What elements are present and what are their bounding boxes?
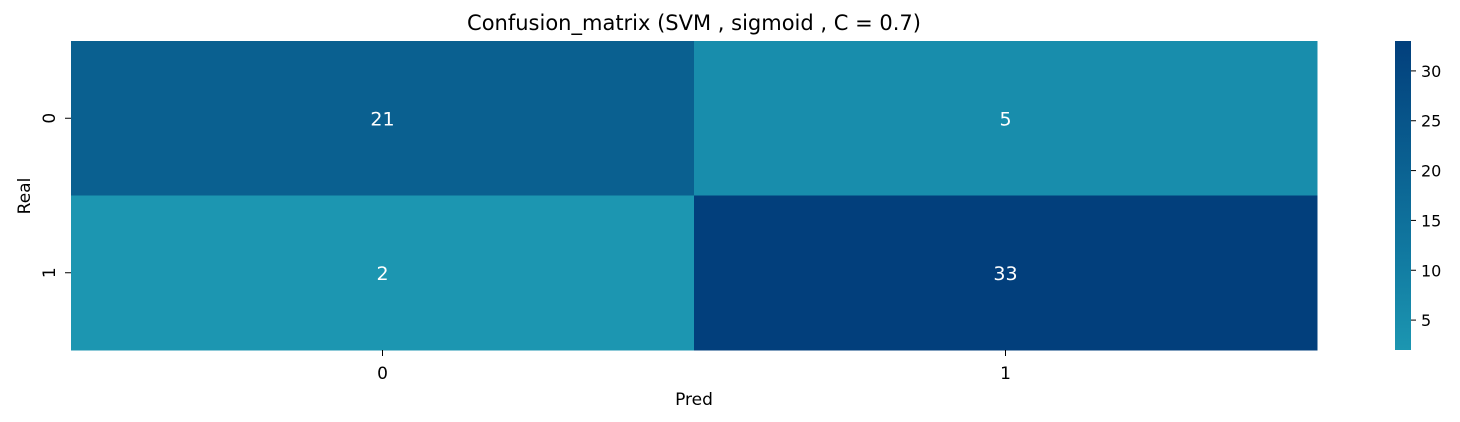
x-tick-label: 0 — [377, 364, 388, 384]
heatmap-cell-label-0-1: 5 — [999, 108, 1011, 130]
y-axis-ticks: 01 — [40, 113, 71, 278]
heatmap-cell-1-0 — [71, 195, 695, 351]
x-tick-label: 1 — [1000, 364, 1011, 384]
heatmap-cells — [71, 41, 1318, 351]
heatmap-cell-label-0-0: 21 — [370, 108, 394, 130]
colorbar-tick-label: 20 — [1421, 162, 1441, 181]
colorbar-tick-label: 30 — [1421, 62, 1441, 81]
y-axis-label: Real — [15, 178, 35, 215]
heatmap-cell-label-1-0: 2 — [376, 263, 388, 285]
colorbar-tick-label: 5 — [1421, 311, 1431, 330]
heatmap-cell-labels: 21 5 2 33 — [370, 108, 1017, 285]
heatmap-cell-label-1-1: 33 — [993, 263, 1017, 285]
heatmap-cell-0-0 — [71, 41, 695, 196]
heatmap-cell-0-1 — [694, 41, 1318, 196]
colorbar-ticks: 5 10 15 20 25 30 — [1411, 62, 1441, 330]
colorbar — [1395, 41, 1411, 350]
y-tick-label: 0 — [40, 113, 60, 124]
heatmap-cell-1-1 — [694, 195, 1318, 351]
x-axis-label: Pred — [675, 390, 713, 410]
colorbar-tick-label: 25 — [1421, 112, 1441, 131]
colorbar-tick-label: 15 — [1421, 211, 1441, 230]
y-tick-label: 1 — [40, 267, 60, 278]
chart-title: Confusion_matrix (SVM , sigmoid , C = 0.… — [467, 11, 921, 36]
colorbar-tick-label: 10 — [1421, 261, 1441, 280]
